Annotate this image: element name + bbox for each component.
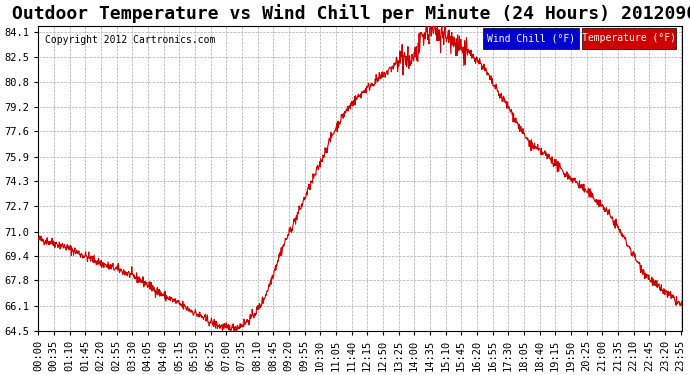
FancyBboxPatch shape bbox=[482, 28, 580, 49]
Text: Wind Chill (°F): Wind Chill (°F) bbox=[487, 33, 575, 43]
Text: Temperature (°F): Temperature (°F) bbox=[582, 33, 676, 43]
Title: Outdoor Temperature vs Wind Chill per Minute (24 Hours) 20120906: Outdoor Temperature vs Wind Chill per Mi… bbox=[12, 4, 690, 23]
FancyBboxPatch shape bbox=[582, 28, 676, 49]
Text: Copyright 2012 Cartronics.com: Copyright 2012 Cartronics.com bbox=[45, 35, 215, 45]
